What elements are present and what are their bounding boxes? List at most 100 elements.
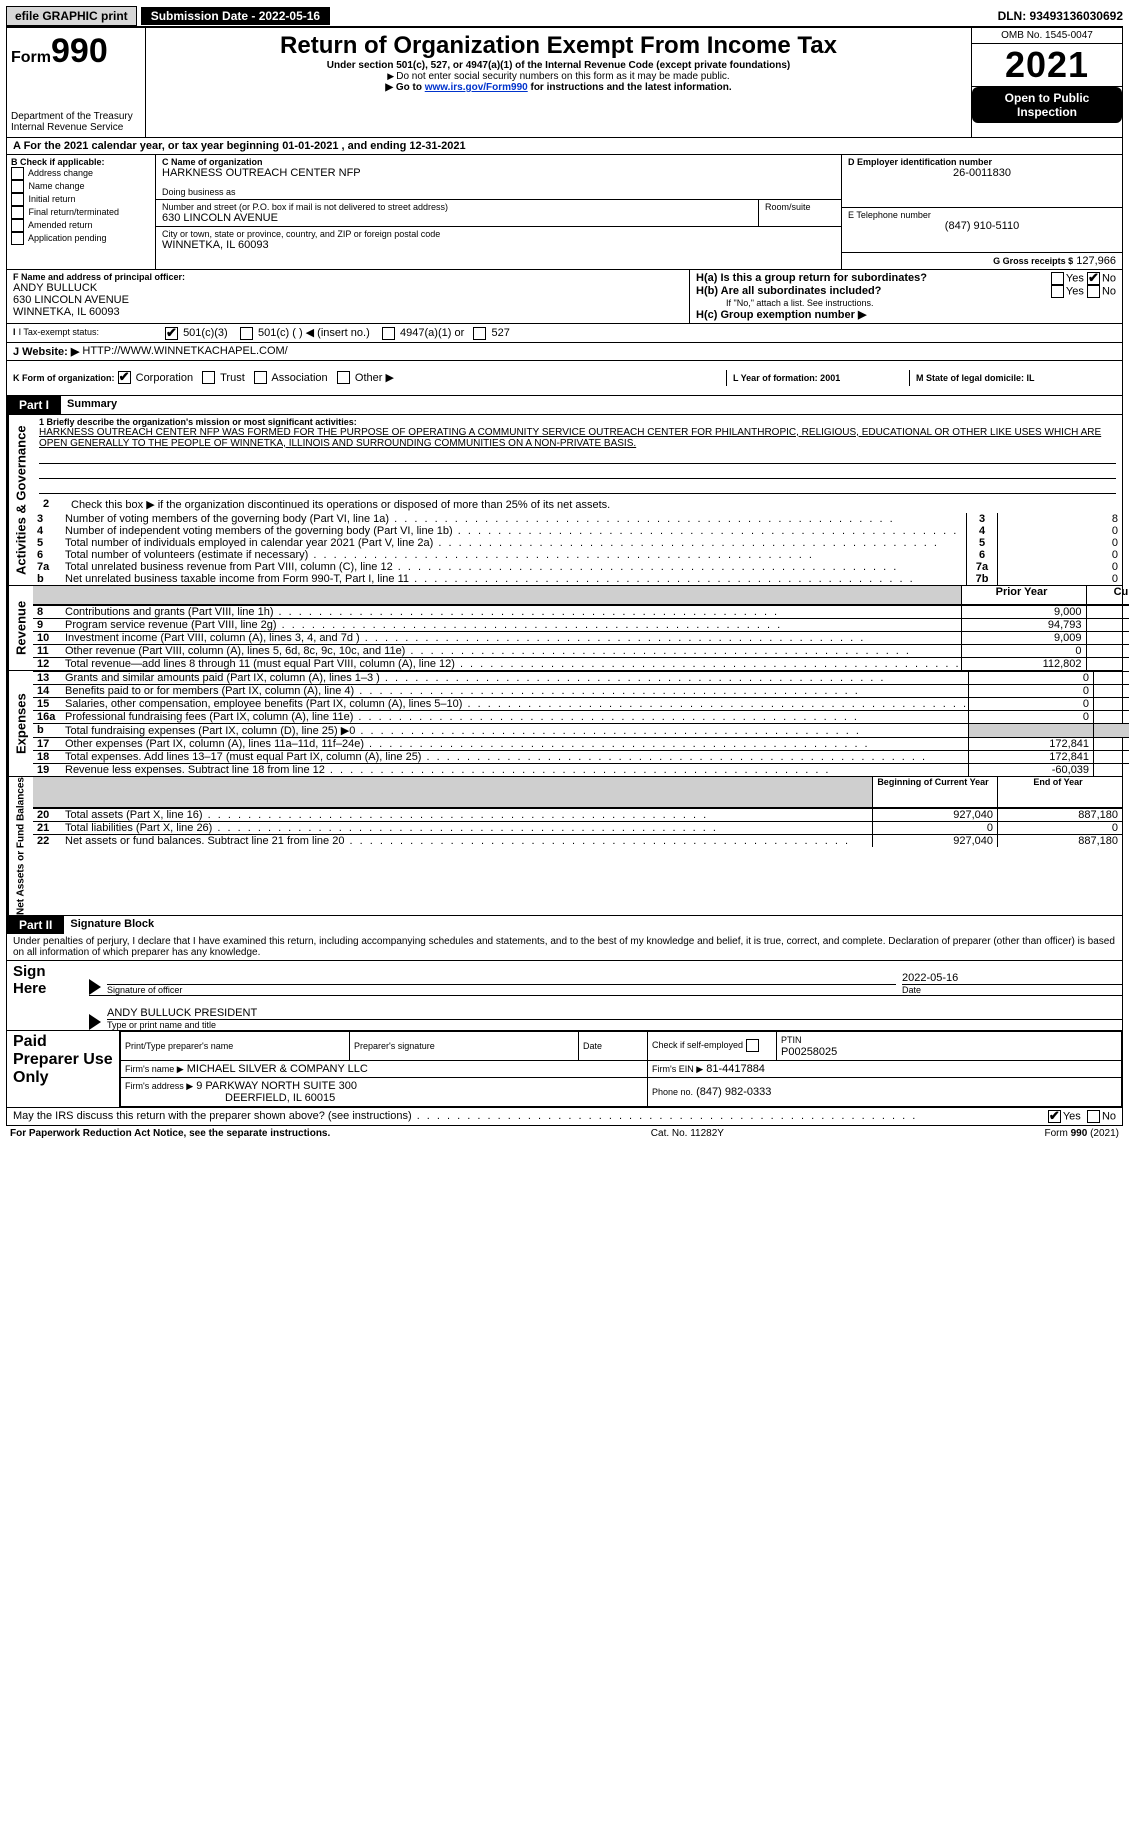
sig-date-value: 2022-05-16 bbox=[902, 972, 1122, 984]
netassets-block: Net Assets or Fund Balances Beginning of… bbox=[6, 777, 1123, 916]
section-b-checkbox[interactable] bbox=[11, 232, 24, 245]
dln-label: DLN: 93493136030692 bbox=[998, 9, 1123, 23]
h-b-yes-checkbox[interactable] bbox=[1051, 285, 1064, 298]
ein-value: 26-0011830 bbox=[848, 167, 1116, 179]
yes-label: Yes bbox=[1066, 285, 1084, 297]
self-employed-checkbox[interactable] bbox=[746, 1039, 759, 1052]
firm-phone: (847) 982-0333 bbox=[696, 1086, 771, 1098]
vtab-expenses: Expenses bbox=[7, 671, 33, 776]
officer-city: WINNETKA, IL 60093 bbox=[13, 306, 683, 318]
sign-here-block: Sign Here Signature of officer 2022-05-1… bbox=[6, 961, 1123, 1031]
form-org-label: K Form of organization: bbox=[13, 373, 115, 383]
table-row: 4 Number of independent voting members o… bbox=[33, 525, 1122, 537]
part1-header: Part I Summary bbox=[6, 396, 1123, 415]
part2-title: Signature Block bbox=[64, 916, 160, 934]
instructions-link[interactable]: www.irs.gov/Form990 bbox=[425, 82, 528, 93]
opt-4947: 4947(a)(1) or bbox=[400, 327, 464, 339]
section-b-checkbox[interactable] bbox=[11, 206, 24, 219]
firm-ein-label: Firm's EIN ▶ bbox=[652, 1064, 703, 1074]
section-j: J Website: ▶ HTTP://WWW.WINNETKACHAPEL.C… bbox=[6, 343, 1123, 361]
sections-k-l-m: K Form of organization: Corporation Trus… bbox=[6, 361, 1123, 396]
section-b-checkbox[interactable] bbox=[11, 219, 24, 232]
col-ptin: PTIN bbox=[781, 1035, 802, 1045]
4947-checkbox[interactable] bbox=[382, 327, 395, 340]
527-checkbox[interactable] bbox=[473, 327, 486, 340]
firm-phone-label: Phone no. bbox=[652, 1087, 693, 1097]
city-label: City or town, state or province, country… bbox=[162, 229, 835, 239]
form-prefix: Form bbox=[11, 49, 51, 66]
table-row: 6 Total number of volunteers (estimate i… bbox=[33, 549, 1122, 561]
section-b-checkbox[interactable] bbox=[11, 167, 24, 180]
state-domicile: M State of legal domicile: IL bbox=[916, 373, 1035, 383]
501c3-checkbox[interactable] bbox=[165, 327, 178, 340]
table-row: b Total fundraising expenses (Part IX, c… bbox=[33, 723, 1129, 737]
phone-label: E Telephone number bbox=[848, 210, 1116, 220]
begin-year-header: Beginning of Current Year bbox=[872, 777, 997, 807]
header-left: Form990 Department of the Treasury Inter… bbox=[7, 28, 146, 137]
yes-label: Yes bbox=[1063, 1110, 1081, 1122]
header-mid: Return of Organization Exempt From Incom… bbox=[146, 28, 972, 137]
h-b-label: H(b) Are all subordinates included? bbox=[696, 285, 881, 297]
section-b: B Check if applicable: Address change Na… bbox=[7, 155, 156, 269]
footer-row: For Paperwork Reduction Act Notice, see … bbox=[6, 1126, 1123, 1141]
header-block: Form990 Department of the Treasury Inter… bbox=[6, 26, 1123, 138]
form-org-checkbox[interactable] bbox=[202, 371, 215, 384]
discuss-row: May the IRS discuss this return with the… bbox=[6, 1108, 1123, 1126]
end-year-header: End of Year bbox=[997, 777, 1122, 807]
website-label: J Website: ▶ bbox=[13, 345, 79, 358]
table-row: 5 Total number of individuals employed i… bbox=[33, 537, 1122, 549]
section-i: I I Tax-exempt status: 501(c)(3) 501(c) … bbox=[6, 324, 1123, 343]
no-label: No bbox=[1102, 285, 1116, 297]
omb-number: OMB No. 1545-0047 bbox=[972, 28, 1122, 44]
h-a-yes-checkbox[interactable] bbox=[1051, 272, 1064, 285]
opt-527: 527 bbox=[491, 327, 509, 339]
section-b-checkbox[interactable] bbox=[11, 193, 24, 206]
form-title: Return of Organization Exempt From Incom… bbox=[154, 32, 963, 60]
h-a-no-checkbox[interactable] bbox=[1087, 272, 1100, 285]
firm-addr1: 9 PARKWAY NORTH SUITE 300 bbox=[196, 1080, 357, 1092]
street-label: Number and street (or P.O. box if mail i… bbox=[162, 202, 752, 212]
501c-checkbox[interactable] bbox=[240, 327, 253, 340]
vtab-netassets: Net Assets or Fund Balances bbox=[7, 777, 33, 915]
governance-block: Activities & Governance 1 Briefly descri… bbox=[6, 415, 1123, 586]
discuss-yes-checkbox[interactable] bbox=[1048, 1110, 1061, 1123]
sections-d-e-g: D Employer identification number 26-0011… bbox=[842, 155, 1122, 269]
table-row: b Net unrelated business taxable income … bbox=[33, 573, 1122, 585]
form-subtitle: Under section 501(c), 527, or 4947(a)(1)… bbox=[154, 60, 963, 71]
h-b-no-checkbox[interactable] bbox=[1087, 285, 1100, 298]
col-date: Date bbox=[583, 1041, 602, 1051]
dba-label: Doing business as bbox=[162, 187, 835, 197]
table-row: 13 Grants and similar amounts paid (Part… bbox=[33, 671, 1129, 684]
firm-name: MICHAEL SILVER & COMPANY LLC bbox=[187, 1063, 368, 1075]
paid-preparer-label: Paid Preparer Use Only bbox=[7, 1031, 120, 1107]
gross-receipts-label: G Gross receipts $ bbox=[993, 256, 1073, 266]
officer-name: ANDY BULLUCK bbox=[13, 282, 683, 294]
org-name-label: C Name of organization bbox=[162, 157, 835, 167]
form-org-checkbox[interactable] bbox=[337, 371, 350, 384]
tax-year: 2021 bbox=[972, 44, 1122, 87]
opt-501c3: 501(c)(3) bbox=[183, 327, 228, 339]
ein-label: D Employer identification number bbox=[848, 157, 1116, 167]
firm-addr-label: Firm's address ▶ bbox=[125, 1081, 193, 1091]
paid-preparer-block: Paid Preparer Use Only Print/Type prepar… bbox=[6, 1031, 1123, 1108]
table-row: 14 Benefits paid to or for members (Part… bbox=[33, 684, 1129, 697]
discuss-label: May the IRS discuss this return with the… bbox=[13, 1110, 412, 1122]
submission-date-badge: Submission Date - 2022-05-16 bbox=[141, 7, 330, 25]
table-row: 12 Total revenue—add lines 8 through 11 … bbox=[33, 657, 1129, 670]
table-row: 3 Number of voting members of the govern… bbox=[33, 513, 1122, 525]
form-org-checkbox[interactable] bbox=[118, 371, 131, 384]
section-b-checkbox[interactable] bbox=[11, 180, 24, 193]
efile-badge: efile GRAPHIC print bbox=[6, 6, 137, 26]
irs-label: Internal Revenue Service bbox=[11, 122, 141, 133]
form-org-checkbox[interactable] bbox=[254, 371, 267, 384]
sections-b-through-g: B Check if applicable: Address change Na… bbox=[6, 155, 1123, 269]
table-row: 19 Revenue less expenses. Subtract line … bbox=[33, 763, 1129, 776]
org-name: HARKNESS OUTREACH CENTER NFP bbox=[162, 167, 835, 179]
discuss-no-checkbox[interactable] bbox=[1087, 1110, 1100, 1123]
open-public-badge: Open to Public Inspection bbox=[972, 87, 1122, 123]
part1-title: Summary bbox=[61, 396, 123, 414]
type-name-label: Type or print name and title bbox=[107, 1019, 1122, 1030]
sig-date-label: Date bbox=[902, 984, 1122, 995]
mission-label: 1 Briefly describe the organization's mi… bbox=[39, 417, 1116, 427]
preparer-table: Print/Type preparer's name Preparer's si… bbox=[120, 1031, 1122, 1107]
